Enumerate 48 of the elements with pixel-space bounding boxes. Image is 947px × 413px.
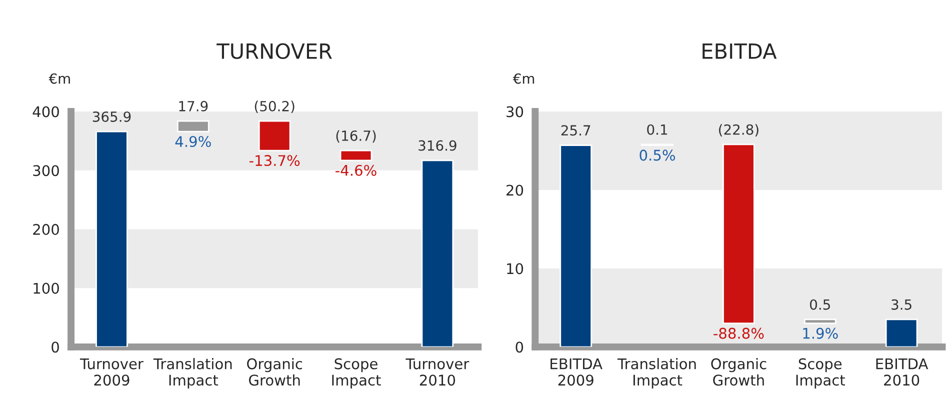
x-tick-label: Turnover 2010 bbox=[406, 358, 470, 386]
y-tick-label: 400 bbox=[32, 106, 59, 118]
bar bbox=[258, 120, 291, 152]
data-label: 0.5 bbox=[810, 299, 830, 310]
x-tick-label: Organic Growth bbox=[247, 358, 302, 386]
data-label: (22.8) bbox=[719, 124, 758, 136]
annotation: 1.9% bbox=[803, 328, 838, 339]
x-tick-label: EBITDA 2009 bbox=[550, 358, 602, 386]
annotation: 4.9% bbox=[175, 136, 211, 148]
data-label: 365.9 bbox=[92, 111, 131, 122]
data-label: 3.5 bbox=[892, 299, 912, 310]
annotation: -4.6% bbox=[336, 164, 376, 176]
x-tick-label: EBITDA 2010 bbox=[876, 358, 928, 386]
x-tick-label: Translation Impact bbox=[153, 358, 232, 388]
y-tick-label: 200 bbox=[33, 224, 59, 235]
bar bbox=[885, 318, 918, 347]
data-label: 0.1 bbox=[647, 124, 668, 135]
x-tick-label: Translation Impact bbox=[618, 358, 696, 388]
y-tick-label: 10 bbox=[507, 263, 524, 274]
y-tick-label: 100 bbox=[34, 282, 59, 294]
data-label: 17.9 bbox=[179, 100, 208, 112]
y-tick-label: 300 bbox=[33, 165, 59, 176]
y-tick-label: 0 bbox=[52, 342, 59, 353]
y-axis-title: €m bbox=[48, 73, 70, 84]
y-tick-label: 30 bbox=[506, 106, 524, 118]
x-tick-label: Turnover 2009 bbox=[80, 358, 144, 386]
data-label: 316.9 bbox=[418, 140, 456, 151]
y-tick-label: 20 bbox=[506, 184, 524, 196]
annotation: -88.8% bbox=[714, 328, 764, 339]
annotation: 0.5% bbox=[640, 150, 675, 161]
data-label: (16.7) bbox=[336, 130, 376, 143]
bar bbox=[96, 130, 128, 347]
bar bbox=[722, 144, 755, 324]
chart-title: TURNOVER bbox=[216, 43, 332, 60]
bar bbox=[804, 318, 836, 324]
bar bbox=[560, 144, 592, 347]
x-tick-label: Organic Growth bbox=[711, 358, 766, 386]
chart-title: EBITDA bbox=[702, 44, 777, 59]
bar bbox=[176, 120, 210, 132]
bar bbox=[421, 160, 454, 347]
y-axis-title: €m bbox=[512, 73, 534, 84]
x-tick-label: Scope Impact bbox=[796, 358, 845, 388]
y-tick-label: 0 bbox=[516, 342, 524, 353]
bar bbox=[340, 150, 372, 162]
annotation: -13.7% bbox=[250, 155, 300, 166]
data-label: (50.2) bbox=[254, 100, 294, 114]
x-tick-label: Scope Impact bbox=[332, 358, 381, 388]
data-label: 25.7 bbox=[561, 125, 590, 136]
